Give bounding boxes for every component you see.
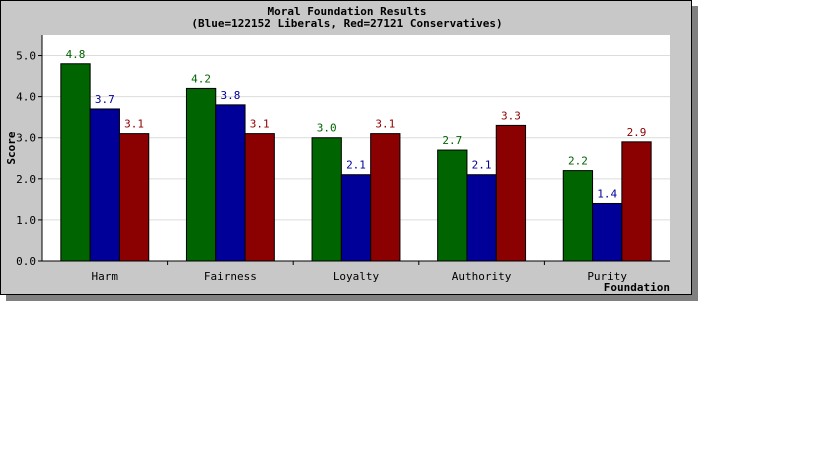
data-label: 2.1: [346, 159, 366, 172]
y-tick-label: 2.0: [16, 173, 36, 186]
axes: [38, 35, 670, 265]
bar: [215, 104, 246, 262]
y-tick-label: 1.0: [16, 214, 36, 227]
chart-frame: Moral Foundation Results (Blue=122152 Li…: [0, 0, 692, 295]
data-label: 3.1: [375, 118, 395, 131]
data-label: 3.8: [220, 89, 240, 102]
data-label: 4.2: [191, 72, 211, 85]
chart-subtitle: (Blue=122152 Liberals, Red=27121 Conserv…: [191, 17, 503, 30]
data-label: 4.8: [66, 48, 86, 61]
data-label: 2.9: [627, 126, 647, 139]
bar: [437, 149, 468, 262]
y-tick-label: 3.0: [16, 132, 36, 145]
y-tick-label: 4.0: [16, 91, 36, 104]
data-label: 1.4: [597, 187, 617, 200]
x-axis-label: Foundation: [604, 281, 670, 294]
bars: [60, 63, 652, 262]
bar: [311, 137, 342, 262]
x-tick-label: Fairness: [204, 270, 257, 283]
y-tick-label: 0.0: [16, 255, 36, 268]
data-label: 2.1: [472, 159, 492, 172]
chart-title: Moral Foundation Results: [267, 5, 427, 18]
bar: [562, 170, 594, 262]
data-label: 3.3: [501, 109, 521, 122]
bar: [185, 87, 217, 262]
bar-chart: 0.0 1.0 2.0 3.0 4.0 5.0 Harm 4.8 3.7 3.1 Fairness 4…: [5, 35, 670, 294]
y-tick-label: 5.0: [16, 50, 36, 63]
bar: [495, 124, 527, 262]
bar: [370, 133, 401, 262]
bar: [466, 174, 497, 262]
x-tick-label: Purity: [587, 270, 627, 283]
bar: [89, 108, 120, 262]
bar: [340, 174, 372, 262]
data-label: 3.7: [95, 93, 115, 106]
data-label: 3.0: [317, 122, 337, 135]
data-label: 3.1: [124, 118, 144, 131]
x-tick-label: Loyalty: [333, 270, 380, 283]
y-axis-label: Score: [5, 131, 18, 164]
data-label: 3.1: [250, 118, 270, 131]
bar: [244, 133, 275, 262]
bar: [621, 141, 652, 262]
bar: [60, 63, 91, 262]
data-label: 2.2: [568, 155, 588, 168]
labels: 0.0 1.0 2.0 3.0 4.0 5.0 Harm 4.8 3.7 3.1 Fairness 4…: [16, 48, 646, 283]
x-tick-label: Harm: [92, 270, 119, 283]
x-tick-label: Authority: [452, 270, 512, 283]
data-label: 2.7: [442, 134, 462, 147]
bar: [118, 133, 150, 262]
bar: [592, 202, 623, 262]
